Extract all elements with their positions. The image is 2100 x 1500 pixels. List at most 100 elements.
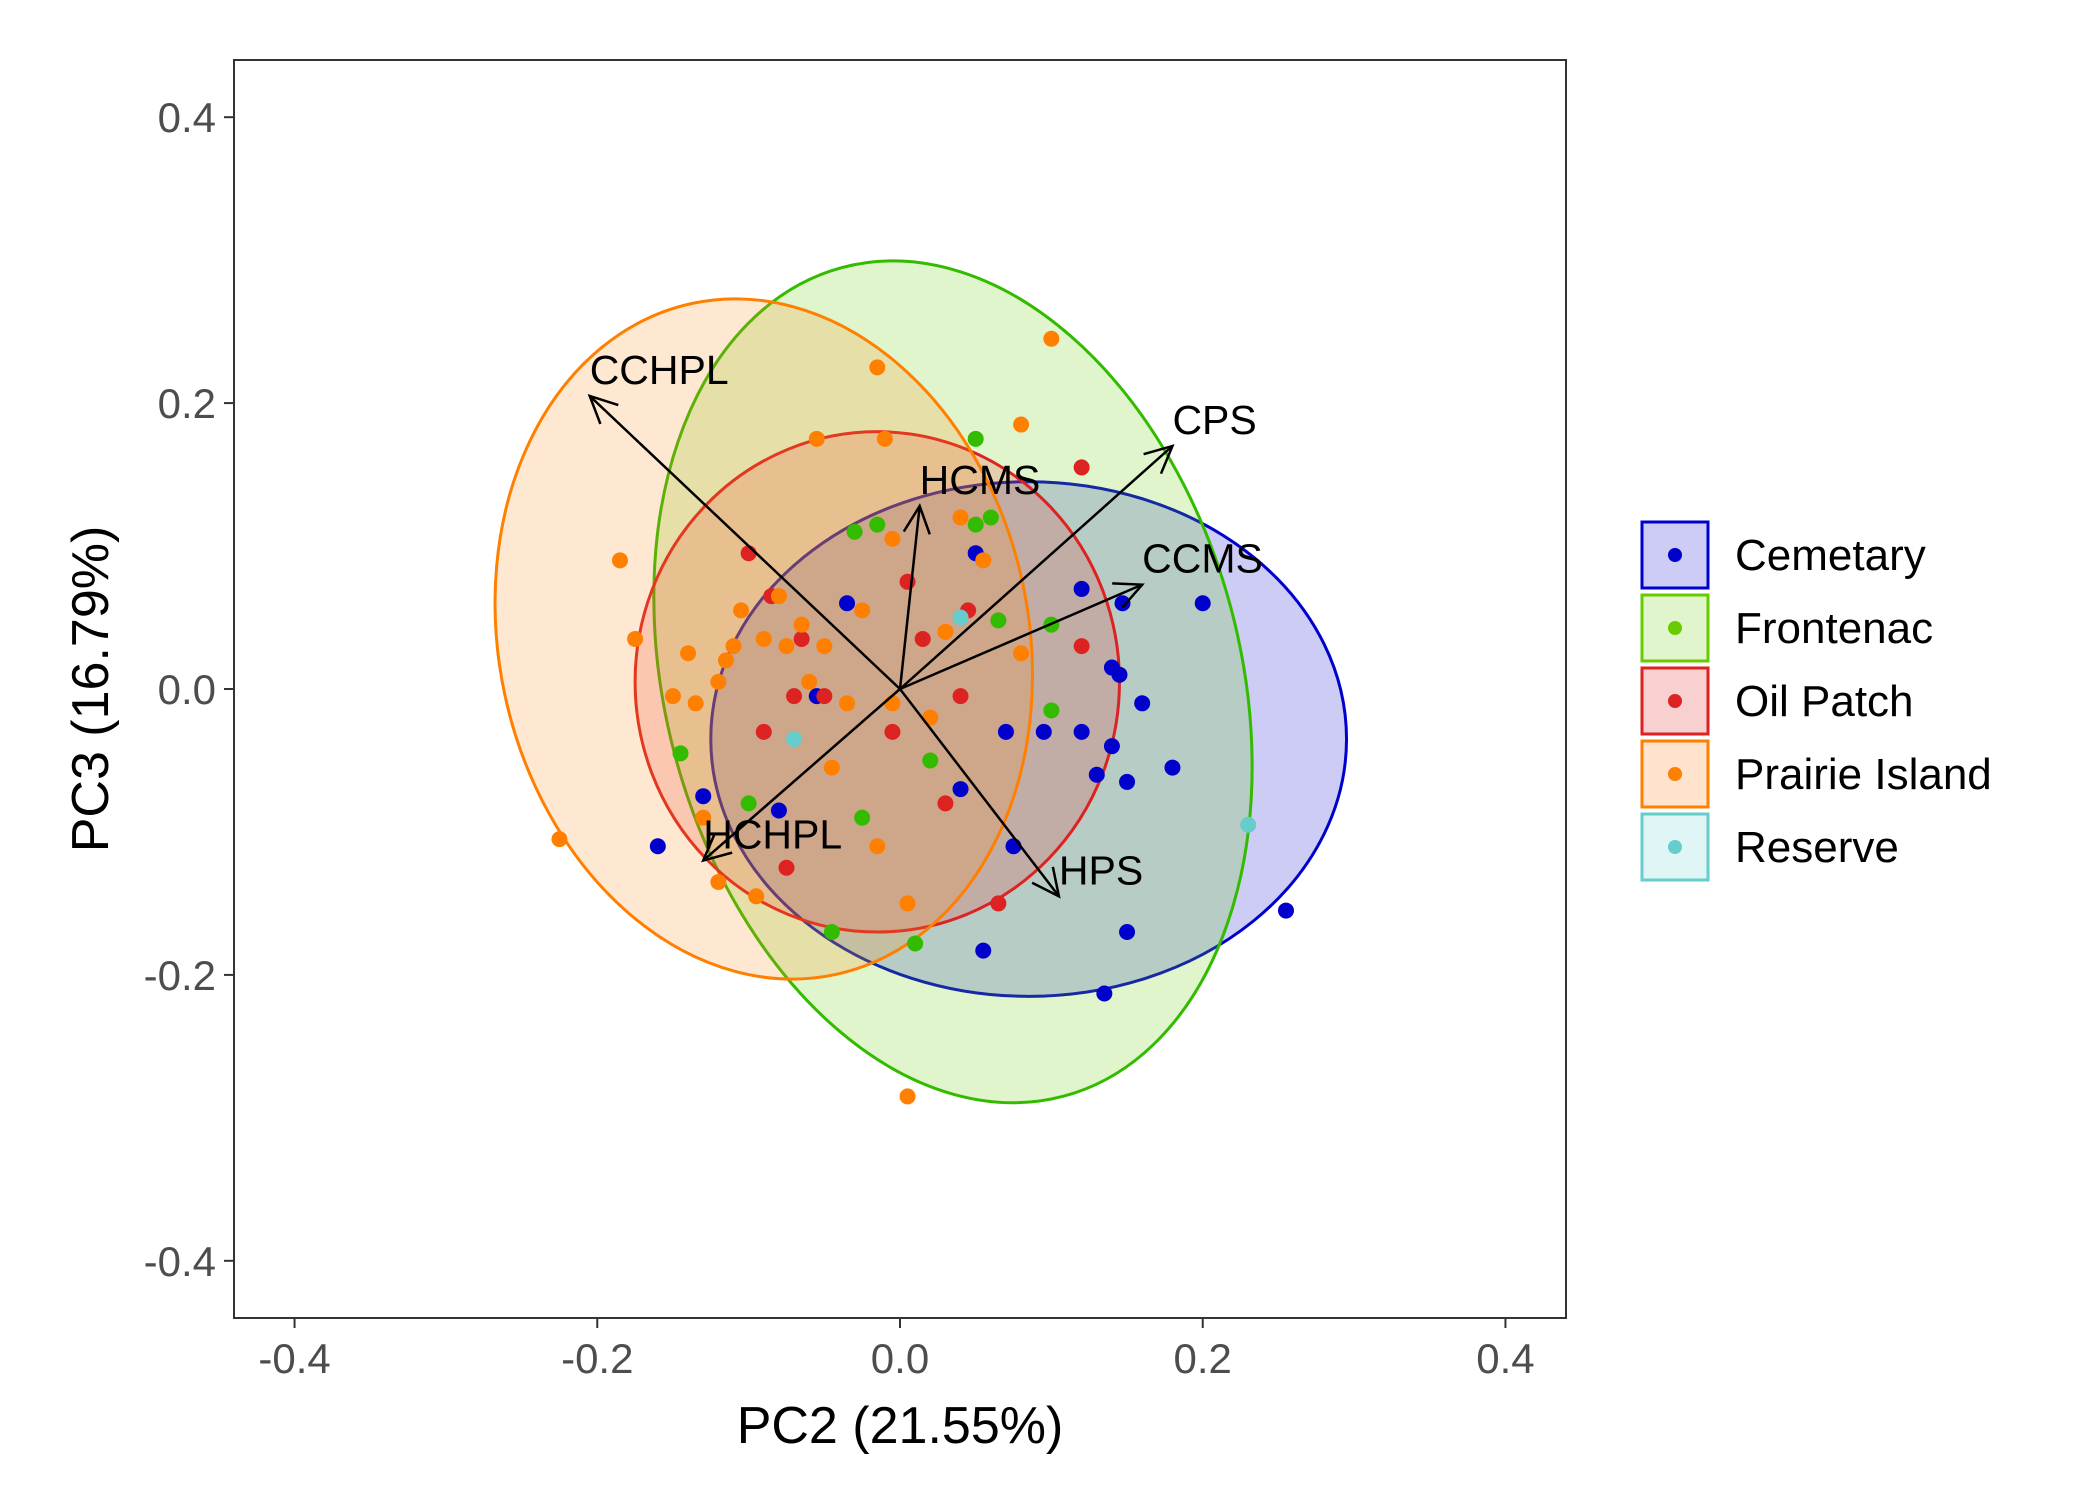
legend-label-cemetary: Cemetary [1735, 531, 1926, 580]
loading-arrow-hps [899, 688, 1060, 898]
point-prairie-island [876, 430, 893, 447]
point-cemetary [1111, 666, 1128, 683]
loading-arrowhead-ccms [1112, 582, 1145, 609]
point-prairie-island [710, 673, 727, 690]
legend-label-prairie-island: Prairie Island [1735, 750, 1992, 799]
point-cemetary [1114, 595, 1131, 612]
point-reserve [1240, 816, 1257, 833]
point-cemetary [1134, 695, 1151, 712]
legend-label-frontenac: Frontenac [1735, 604, 1933, 653]
loading-arrowhead-hchpl [701, 832, 733, 863]
point-cemetary [1277, 902, 1294, 919]
point-oil-patch [952, 688, 969, 705]
point-prairie-island [1013, 645, 1030, 662]
point-oil-patch [778, 859, 795, 876]
point-cemetary [952, 781, 969, 798]
loading-arrow-ccms [899, 583, 1143, 691]
point-cemetary [1073, 723, 1090, 740]
point-prairie-island [884, 695, 901, 712]
y-tick-label: 0.4 [158, 94, 216, 141]
point-frontenac [967, 516, 984, 533]
point-oil-patch [1073, 459, 1090, 476]
x-tick-label: -0.2 [561, 1335, 633, 1382]
point-prairie-island [733, 602, 750, 619]
point-prairie-island [755, 630, 772, 647]
point-prairie-island [680, 645, 697, 662]
point-frontenac [922, 752, 939, 769]
point-prairie-island [823, 759, 840, 776]
point-prairie-island [717, 652, 734, 669]
point-prairie-island [839, 695, 856, 712]
point-prairie-island [801, 673, 818, 690]
point-cemetary [839, 595, 856, 612]
point-prairie-island [816, 638, 833, 655]
point-prairie-island [664, 688, 681, 705]
loading-arrowhead-hps [1031, 866, 1061, 899]
point-cemetary [649, 838, 666, 855]
point-prairie-island [808, 430, 825, 447]
loading-arrowhead-cps [1143, 444, 1175, 475]
x-tick-label: 0.4 [1476, 1335, 1534, 1382]
legend-marker-prairie-island [1668, 767, 1682, 781]
point-frontenac [854, 809, 871, 826]
point-oil-patch [884, 723, 901, 740]
point-prairie-island [899, 895, 916, 912]
point-frontenac [967, 430, 984, 447]
point-frontenac [990, 612, 1007, 629]
point-cemetary [695, 788, 712, 805]
point-cemetary [1073, 580, 1090, 597]
point-cemetary [997, 723, 1014, 740]
point-prairie-island [725, 638, 742, 655]
point-prairie-island [793, 616, 810, 633]
point-frontenac [907, 935, 924, 952]
point-prairie-island [778, 638, 795, 655]
legend: Cemetary Frontenac Oil Patch Prairie Island… [1640, 520, 1992, 882]
x-tick-label: -0.4 [258, 1335, 330, 1382]
point-cemetary [1194, 595, 1211, 612]
loading-label-ccms: CCMS [1142, 536, 1263, 582]
point-prairie-island [899, 1088, 916, 1105]
y-tick-label: 0.0 [158, 666, 216, 713]
point-reserve [952, 609, 969, 626]
point-prairie-island [687, 695, 704, 712]
loading-arrows: CCHPL CPS HCMS CCMS HCHPL HPS [587, 347, 1263, 899]
point-prairie-island [869, 838, 886, 855]
loading-label-hps: HPS [1059, 847, 1143, 893]
point-oil-patch [786, 688, 803, 705]
point-frontenac [672, 745, 689, 762]
point-oil-patch [755, 723, 772, 740]
point-cemetary [1096, 985, 1113, 1002]
point-frontenac [869, 516, 886, 533]
point-oil-patch [937, 795, 954, 812]
point-prairie-island [869, 359, 886, 376]
loading-arrow-cps [899, 445, 1174, 690]
point-frontenac [823, 924, 840, 941]
point-cemetary [1035, 723, 1052, 740]
point-prairie-island [770, 588, 787, 605]
point-cemetary [1088, 766, 1105, 783]
point-cemetary [1164, 759, 1181, 776]
legend-marker-oil-patch [1668, 694, 1682, 708]
point-prairie-island [710, 873, 727, 890]
point-oil-patch [1073, 638, 1090, 655]
legend-marker-frontenac [1668, 621, 1682, 635]
point-prairie-island [975, 552, 992, 569]
y-tick-label: -0.4 [144, 1238, 216, 1285]
point-prairie-island [748, 888, 765, 905]
legend-label-oil-patch: Oil Patch [1735, 677, 1914, 726]
loading-arrow-hchpl [702, 688, 901, 862]
legend-marker-reserve [1668, 840, 1682, 854]
point-frontenac [1043, 702, 1060, 719]
loading-arrowhead-hcms [902, 503, 931, 535]
y-tick-label: -0.2 [144, 952, 216, 999]
point-oil-patch [816, 688, 833, 705]
loading-label-cps: CPS [1172, 397, 1256, 443]
legend-marker-cemetary [1668, 548, 1682, 562]
point-frontenac [846, 523, 863, 540]
axes: -0.4 -0.2 0.0 0.2 0.4 -0.4 -0.2 0.0 0.2 0.4 [144, 94, 1535, 1382]
point-cemetary [975, 942, 992, 959]
point-prairie-island [884, 530, 901, 547]
confidence-ellipses [493, 259, 1349, 1105]
y-tick-label: 0.2 [158, 380, 216, 427]
